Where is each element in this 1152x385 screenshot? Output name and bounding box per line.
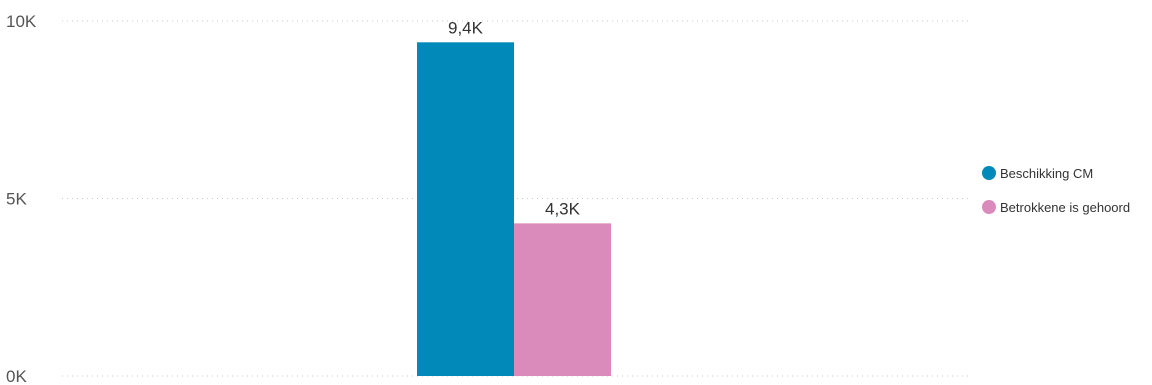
y-tick-label: 10K — [6, 12, 37, 31]
legend-dot-icon — [982, 200, 996, 214]
bar-betrokkene-is-gehoord[interactable] — [514, 223, 611, 376]
bar-beschikking-cm[interactable] — [417, 42, 514, 377]
legend-item-beschikking-cm[interactable]: Beschikking CM — [982, 163, 1130, 183]
data-label: 4,3K — [545, 199, 581, 218]
bars — [417, 42, 611, 377]
legend-dot-icon — [982, 166, 996, 180]
legend-label: Betrokkene is gehoord — [1000, 199, 1131, 215]
legend: Beschikking CM Betrokkene is gehoord — [982, 163, 1130, 231]
y-tick-label: 5K — [6, 190, 27, 209]
data-labels: 9,4K 4,3K — [448, 18, 581, 218]
legend-label: Beschikking CM — [1000, 165, 1094, 181]
data-label: 9,4K — [448, 18, 484, 37]
y-tick-label: 0K — [6, 367, 27, 385]
legend-item-betrokkene-is-gehoord[interactable]: Betrokkene is gehoord — [982, 197, 1130, 217]
y-axis-ticks: 0K 5K 10K — [6, 12, 37, 385]
